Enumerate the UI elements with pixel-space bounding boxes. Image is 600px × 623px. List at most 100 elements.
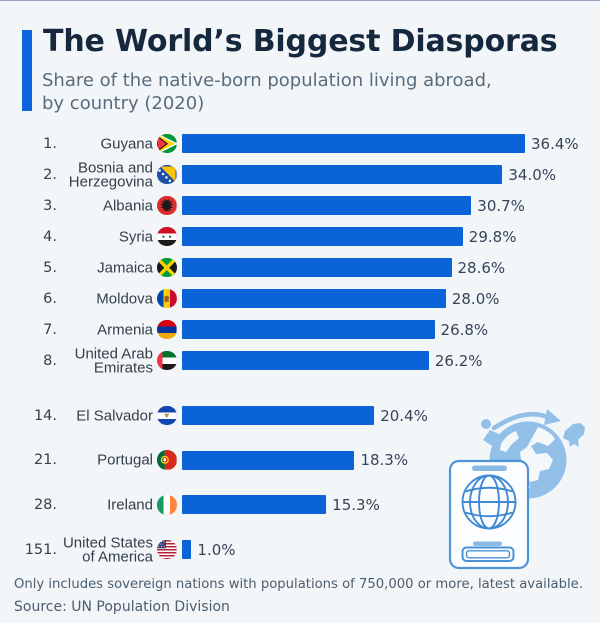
value-label: 26.2%: [434, 351, 483, 370]
value-label: 28.6%: [457, 258, 506, 277]
value-label: 34.0%: [508, 165, 557, 184]
footer: Only includes sovereign nations with pop…: [14, 574, 583, 618]
country-label: Guyana: [60, 135, 153, 152]
value-bar: [182, 134, 525, 153]
value-bar: [182, 227, 463, 246]
chart-row: 7. Armenia 26.8%: [0, 319, 600, 340]
moldova-flag-icon: [157, 288, 177, 309]
jamaica-flag-icon: [157, 257, 177, 278]
country-label-line: of America: [82, 548, 153, 566]
value-label: 36.4%: [531, 134, 579, 153]
syria-flag-icon: [157, 226, 177, 247]
chart-row: 14. El Salvador 20.4%: [0, 405, 600, 426]
country-label-line: Syria: [118, 228, 153, 245]
country-label: Moldova: [60, 290, 153, 307]
value-label: 28.0%: [451, 289, 500, 308]
chart-subtitle: Share of the native-born population livi…: [42, 69, 492, 115]
subtitle-line-2: by country (2020): [42, 93, 205, 114]
country-label-line: El Salvador: [76, 407, 153, 424]
country-label: United States of America: [60, 534, 153, 566]
value-bar: [182, 258, 452, 277]
rank-label: 28.: [33, 496, 57, 513]
value-bar: [182, 351, 429, 370]
rank-label: 14.: [33, 407, 57, 424]
passport-globe-icon: [461, 474, 517, 530]
country-label-line: Guyana: [100, 135, 153, 152]
country-label-line: Albania: [102, 197, 153, 214]
rank-label: 3.: [43, 197, 57, 214]
orbit-arrowhead-icon: [544, 409, 561, 425]
chart-row: 2. Bosnia and Herzegovina 34.0%: [0, 160, 600, 189]
rank-label: 5.: [43, 259, 57, 276]
chart-row: 28. Ireland 15.3%: [0, 495, 600, 515]
chart-row: 5. Jamaica 28.6%: [0, 257, 600, 278]
chart-row: 21. Portugal 18.3%: [0, 450, 600, 470]
value-bar: [182, 196, 472, 215]
country-label-line: Ireland: [107, 496, 153, 514]
value-label: 29.8%: [468, 227, 517, 246]
albania-flag-icon: [157, 195, 177, 216]
passport-icon: [448, 459, 530, 570]
uae-flag-icon: [157, 350, 177, 371]
value-bar: [182, 406, 375, 425]
rank-label: 21.: [33, 452, 57, 469]
country-label-line: Herzegovina: [68, 173, 153, 191]
chart-row: 4. Syria 29.8%: [0, 226, 600, 247]
chart-row: 1. Guyana 36.4%: [0, 133, 600, 154]
rank-label: 7.: [43, 321, 57, 338]
rank-label: 2.: [43, 166, 57, 183]
country-label: Armenia: [60, 321, 153, 338]
country-label-line: Armenia: [97, 321, 153, 338]
value-bar: [182, 289, 446, 308]
chart-row: 151. United States of America 1.0%: [0, 535, 600, 564]
value-bar: [182, 165, 503, 184]
country-label-line: Bosnia and: [77, 159, 153, 176]
value-bar: [182, 495, 327, 515]
country-label: Syria: [60, 228, 153, 245]
value-bar: [182, 540, 192, 560]
country-label: Bosnia and Herzegovina: [60, 159, 153, 191]
value-label: 26.8%: [440, 320, 489, 339]
country-label-line: Emirates: [93, 359, 153, 377]
ireland-flag-icon: [157, 495, 177, 515]
country-label-line: United Arab: [74, 345, 153, 362]
value-bar: [182, 450, 355, 470]
traveler-icon: [481, 419, 501, 447]
armenia-flag-icon: [157, 319, 177, 340]
bosnia-flag-icon: [157, 164, 177, 185]
value-label: 20.4%: [380, 406, 428, 425]
value-label: 15.3%: [332, 495, 380, 514]
country-label-line: United States: [62, 534, 153, 552]
chart-row: 3. Albania 30.7%: [0, 195, 600, 216]
country-label: Jamaica: [60, 259, 153, 276]
guyana-flag-icon: [157, 133, 177, 154]
footer-source: Source: UN Population Division: [14, 599, 230, 615]
el-salvador-flag-icon: [157, 405, 177, 426]
passport-globe-travel-illustration: [448, 409, 585, 570]
value-label: 30.7%: [477, 196, 525, 215]
subtitle-line-1: Share of the native-born population livi…: [42, 70, 492, 91]
country-label: Ireland: [60, 496, 153, 513]
country-label: El Salvador: [60, 407, 153, 424]
chart-row: 6. Moldova 28.0%: [0, 288, 600, 309]
country-label: Albania: [60, 197, 153, 214]
country-label-line: Moldova: [96, 290, 153, 307]
airplane-icon: [563, 423, 585, 447]
rank-label: 6.: [43, 290, 57, 307]
country-label-line: Jamaica: [97, 259, 153, 276]
rank-label: 4.: [43, 228, 57, 245]
country-label: Portugal: [60, 452, 153, 469]
title-accent-bar: [22, 30, 32, 111]
page-title: The World’s Biggest Diasporas: [43, 24, 558, 59]
country-label-line: Portugal: [97, 451, 153, 469]
usa-flag-icon: [157, 539, 177, 560]
value-label: 1.0%: [197, 540, 236, 559]
value-bar: [182, 320, 435, 339]
portugal-flag-icon: [157, 450, 177, 470]
rank-label: 8.: [43, 352, 57, 369]
chart-row: 8. United Arab Emirates 26.2%: [0, 346, 600, 375]
rank-label: 151.: [24, 541, 57, 558]
country-label: United Arab Emirates: [60, 345, 153, 377]
